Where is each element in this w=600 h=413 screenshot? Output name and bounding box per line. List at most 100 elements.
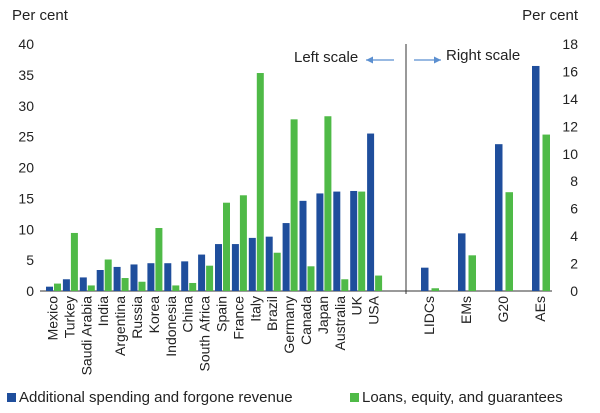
left-category-label: Russia [129,296,145,339]
left-scale-note: Left scale [294,49,358,66]
right-y-tick-label: 12 [562,118,578,134]
left-category-label: Australia [332,296,348,351]
left-bar-spending [299,200,307,291]
left-y-tick-label: 30 [18,98,34,114]
left-bar-spending [350,190,358,291]
left-category-label: Japan [315,296,331,334]
left-y-tick-label: 20 [18,160,34,176]
right-category-label: EMs [458,296,474,324]
left-bar-loans [324,116,332,291]
right-scale-note: Right scale [446,47,520,64]
left-bar-loans [70,232,78,291]
left-bar-spending [316,193,324,291]
left-bar-loans [104,259,112,291]
left-bar-spending [248,237,256,291]
left-bar-spending [96,270,104,291]
legend-swatch-spending [7,393,16,402]
left-bar-spending [46,286,53,291]
right-y-tick-label: 2 [570,256,578,272]
left-bar-loans [138,281,146,291]
left-bar-loans [155,228,163,291]
right-bar-spending [458,233,466,291]
left-category-label: Saudi Arabia [78,296,94,376]
left-category-label: Turkey [61,296,77,338]
left-y-axis: 0 5 10 15 20 25 30 35 40 [18,36,34,299]
left-category-label: Brazil [264,296,280,331]
right-bar-loans [505,192,513,291]
left-category-label: Canada [298,296,314,345]
left-bar-spending [130,264,138,291]
left-bar-spending [62,279,70,291]
left-category-label: Korea [146,296,162,334]
legend-label-loans: Loans, equity, and guarantees [362,389,563,406]
left-bar-spending [231,244,239,291]
right-y-tick-label: 18 [562,36,578,52]
left-category-label: France [230,296,246,340]
right-bar-loans [468,255,476,291]
left-category-label: UK [349,295,365,315]
left-bar-loans [358,191,366,291]
left-bar-spending [164,263,172,291]
left-bar-loans [290,119,298,291]
left-y-tick-label: 40 [18,36,34,52]
right-bar-spending [495,144,503,291]
right-category-label: LIDCs [421,296,437,335]
left-bar-spending [147,263,155,291]
left-bar-spending [367,133,375,291]
left-bar-spending [181,261,189,291]
left-bar-loans [273,252,281,291]
right-category-label: G20 [495,296,511,323]
left-bar-spending [79,277,87,292]
left-bar-loans [172,285,180,291]
left-y-tick-label: 35 [18,67,34,83]
left-category-label: USA [366,295,382,324]
right-y-tick-label: 6 [570,201,578,217]
left-category-label: Indonesia [163,296,179,357]
left-bar-loans [223,202,230,291]
left-bar-loans [307,266,315,291]
left-category-label: Germany [281,296,297,354]
left-bar-spending [265,236,273,291]
right-y-tick-label: 10 [562,146,578,162]
left-bar-spending [113,266,121,291]
legend: Additional spending and forgone revenue … [7,389,563,406]
left-y-tick-label: 15 [18,190,34,206]
right-y-tick-label: 0 [570,283,578,299]
left-y-tick-label: 25 [18,129,34,145]
right-bar-spending [421,267,429,291]
x-axis-labels: Mexico Turkey Saudi Arabia India Argentina Ru… [45,295,549,375]
left-bar-loans [121,278,129,291]
right-bar-loans [431,288,439,291]
right-y-tick-label: 14 [562,91,578,107]
left-bar-loans [341,279,349,291]
left-category-label: Argentina [112,296,128,356]
right-category-label: AEs [532,296,548,322]
left-category-label: India [95,296,111,327]
left-bar-loans [206,265,214,291]
right-y-tick-label: 16 [562,63,578,79]
right-unit-label: Per cent [522,7,579,24]
right-y-axis: 0 2 4 6 8 10 12 14 16 18 [562,36,578,299]
left-bar-spending [215,244,222,291]
left-bar-loans [239,195,247,291]
left-category-label: South Africa [197,296,213,372]
right-arrow-icon [414,56,441,64]
left-bar-loans [256,73,264,292]
left-arrow-icon [366,56,394,64]
bars [40,65,552,292]
left-y-tick-label: 10 [18,221,34,237]
left-category-label: Spain [214,296,230,332]
left-category-label: China [180,296,196,333]
left-bar-loans [87,285,95,291]
right-bar-spending [532,65,540,292]
right-y-tick-label: 8 [570,173,578,189]
legend-swatch-loans [350,393,359,402]
left-y-tick-label: 0 [26,283,34,299]
left-bar-loans [54,283,61,291]
left-category-label: Mexico [45,296,61,341]
legend-label-spending: Additional spending and forgone revenue [19,389,293,406]
left-bar-spending [198,254,206,291]
left-bar-spending [333,191,341,291]
right-bar-loans [542,134,550,291]
